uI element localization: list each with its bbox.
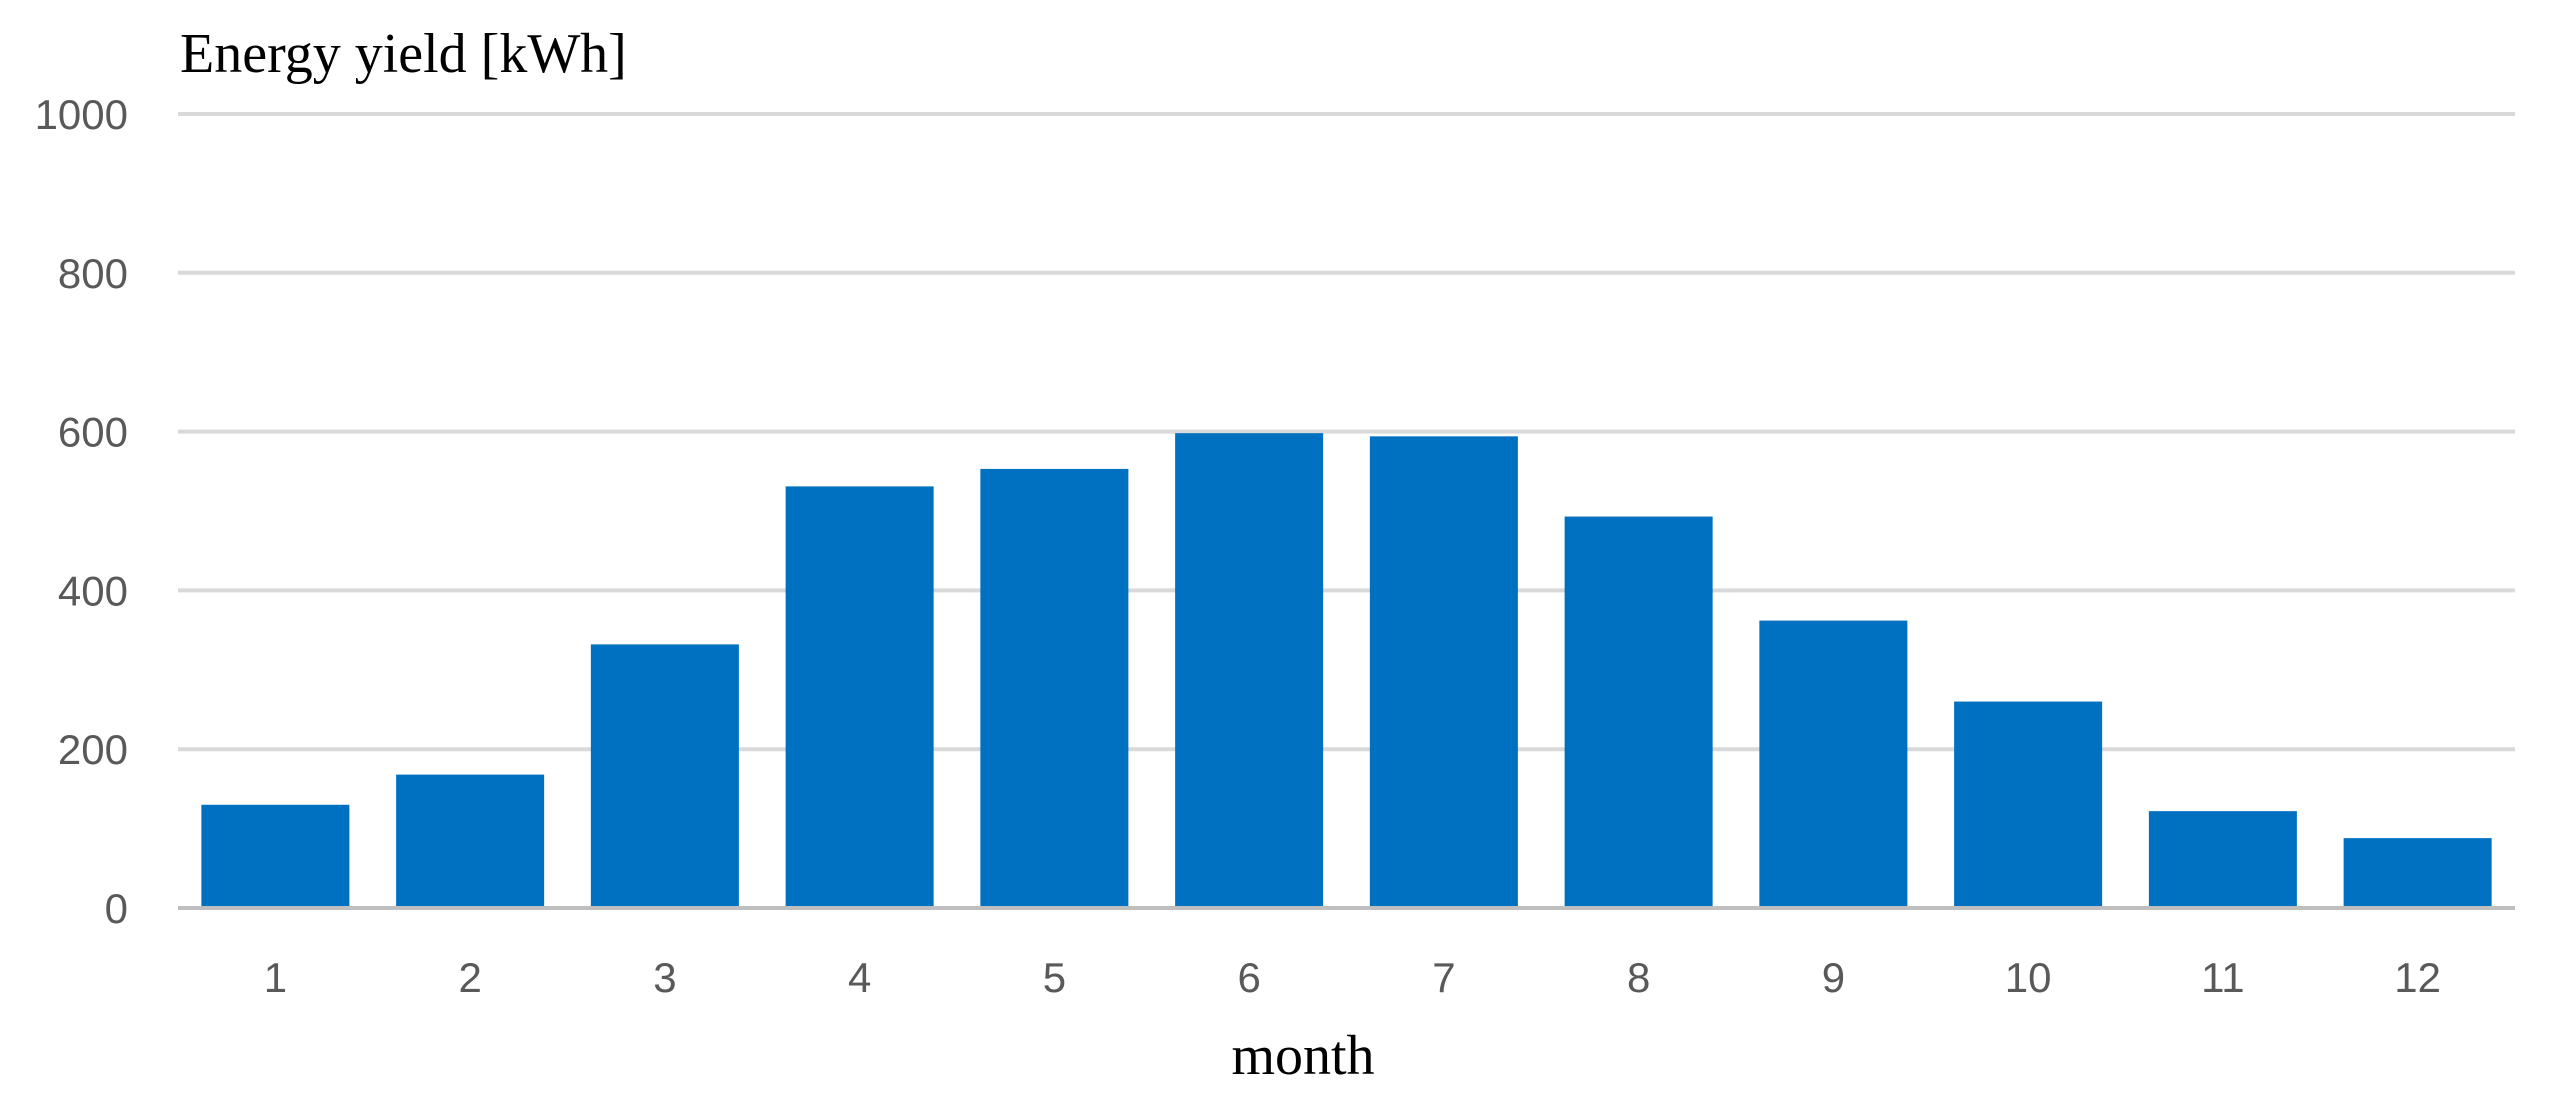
x-tick-label: 8 — [1627, 954, 1650, 1001]
bar-month-8 — [1564, 516, 1713, 908]
bar-month-5 — [980, 468, 1129, 908]
bar-month-2 — [396, 774, 545, 908]
y-tick-label: 800 — [58, 250, 128, 297]
bar-month-3 — [590, 644, 739, 908]
bar-month-9 — [1759, 620, 1908, 908]
bar-month-11 — [2148, 811, 2297, 908]
x-tick-label: 4 — [848, 954, 871, 1001]
x-tick-label: 9 — [1822, 954, 1845, 1001]
bar-month-6 — [1175, 433, 1324, 908]
y-tick-label: 600 — [58, 409, 128, 456]
x-tick-label: 10 — [2005, 954, 2052, 1001]
bar-month-1 — [201, 804, 350, 908]
bar-month-4 — [785, 486, 934, 908]
x-tick-label: 7 — [1432, 954, 1455, 1001]
x-axis-ticks: 1 2 3 4 5 6 7 8 9 10 11 12 — [264, 954, 2441, 1001]
y-axis-ticks: 0 200 400 600 800 1000 — [35, 91, 128, 932]
x-tick-label: 12 — [2394, 954, 2441, 1001]
bar-month-10 — [1954, 701, 2103, 908]
x-tick-label: 11 — [2201, 954, 2245, 1001]
y-tick-label: 1000 — [35, 91, 128, 138]
x-tick-label: 3 — [653, 954, 676, 1001]
x-tick-label: 6 — [1237, 954, 1260, 1001]
y-tick-label: 200 — [58, 726, 128, 773]
x-tick-label: 5 — [1043, 954, 1066, 1001]
bars — [201, 433, 2492, 908]
gridlines — [178, 112, 2515, 752]
x-tick-label: 2 — [458, 954, 481, 1001]
bar-month-12 — [2343, 838, 2492, 908]
y-tick-label: 400 — [58, 567, 128, 614]
bar-month-7 — [1369, 436, 1518, 908]
chart-title: Energy yield [kWh] — [180, 23, 627, 85]
y-tick-label: 0 — [105, 885, 128, 932]
x-tick-label: 1 — [264, 954, 287, 1001]
x-axis-label: month — [1231, 1025, 1374, 1087]
